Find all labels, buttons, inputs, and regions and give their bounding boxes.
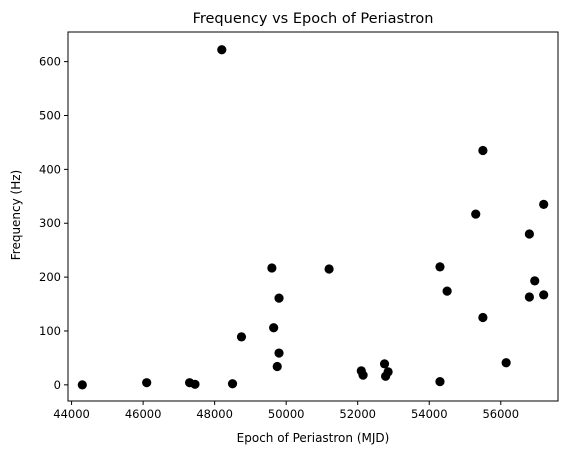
data-point [539,290,549,300]
data-point [478,312,488,323]
data-point [383,367,393,377]
data-point [539,199,549,209]
data-point [524,229,534,239]
data-point [435,262,445,272]
data-point [478,145,488,156]
data-point [217,45,227,55]
x-tick-label: 46000 [125,407,162,421]
data-point [274,348,284,358]
x-tick-label: 56000 [482,407,519,421]
y-tick-label: 0 [54,378,61,392]
ticks-layer: 44000 46000 48000 50000 52000 54000 56000 0 100 2… [39,55,519,421]
data-point [274,293,284,303]
data-point [471,209,481,219]
y-axis-label: Frequency (Hz) [9,170,23,261]
y-tick-label: 300 [39,216,61,230]
data-point [442,286,452,296]
data-point [435,377,445,387]
y-tick-label: 200 [39,270,61,284]
y-tick-label: 600 [39,55,61,69]
x-axis-label: Epoch of Periastron (MJD) [237,431,390,445]
x-tick-label: 50000 [268,407,305,421]
y-tick-label: 400 [39,162,61,176]
data-point [269,323,279,333]
x-tick-label: 52000 [339,407,376,421]
data-point [267,263,277,273]
data-point [379,359,390,369]
x-tick-label: 54000 [411,407,448,421]
data-point [142,378,152,388]
data-point [530,276,540,286]
data-point [272,361,282,372]
plot-frame [67,31,559,402]
data-point [227,379,238,389]
x-tick-label: 48000 [196,407,233,421]
data-point [77,380,87,390]
y-tick-label: 500 [39,108,61,122]
y-tick-label: 100 [39,324,61,338]
points-layer [77,45,549,390]
data-point [324,264,334,274]
data-point [358,370,368,380]
x-tick-label: 44000 [53,407,90,421]
data-point [524,292,534,302]
data-point [501,358,511,368]
data-point [190,379,200,389]
chart-title: Frequency vs Epoch of Periastron [193,11,434,27]
data-point [236,332,247,342]
